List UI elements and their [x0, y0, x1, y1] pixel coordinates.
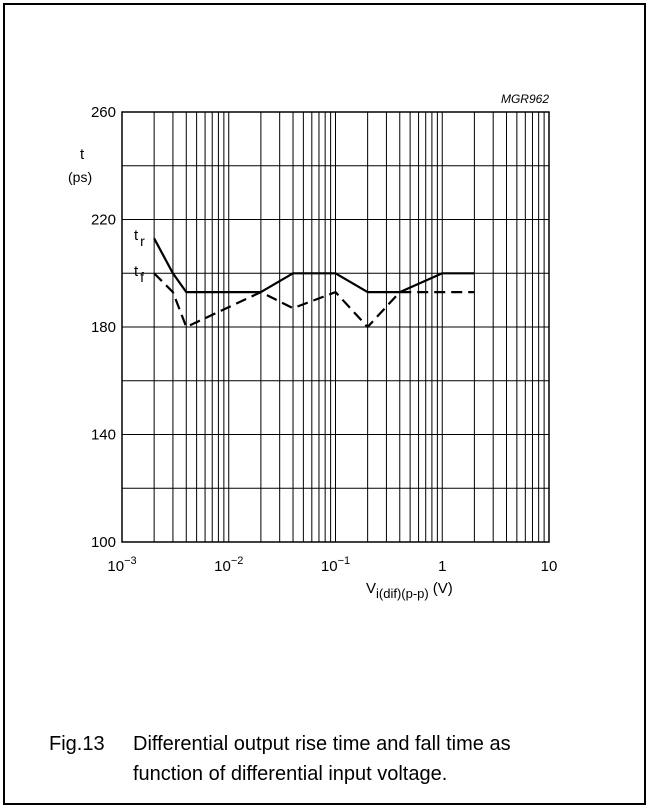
- x-tick-label: 10: [541, 558, 558, 575]
- series-layer: [153, 237, 475, 329]
- x-axis-label: Vi(dif)(p-p) (V): [366, 580, 453, 601]
- series-line-tf: [153, 272, 475, 329]
- caption-number: Fig.13: [49, 733, 105, 755]
- grid: [121, 111, 550, 543]
- x-tick-label: 1: [438, 558, 446, 575]
- y-axis-label: t: [80, 146, 85, 163]
- figure-code: MGR962: [501, 92, 549, 106]
- figure-frame: [3, 3, 646, 805]
- labels-layer: 100 140 180 220 260 10−3 10−2 10−1 1 10 t (ps) Vi(di…: [68, 92, 557, 601]
- x-tick-label: 10−3: [107, 555, 136, 575]
- x-tick-label: 10−1: [321, 555, 350, 575]
- caption-line-1: Differential output rise time and fall t…: [133, 733, 511, 755]
- y-tick-label: 180: [91, 319, 116, 336]
- figure-caption: Fig.13 Differential output rise time and …: [49, 729, 649, 789]
- caption-line-2: function of differential input voltage.: [133, 763, 448, 785]
- y-tick-label: 260: [91, 104, 116, 121]
- y-tick-label: 100: [91, 534, 116, 551]
- plot-border: [121, 111, 550, 543]
- series-line-tr: [153, 237, 475, 294]
- y-tick-label: 220: [91, 212, 116, 229]
- y-axis-unit: (ps): [68, 169, 92, 185]
- x-tick-label: 10−2: [214, 555, 243, 575]
- y-tick-label: 140: [91, 427, 116, 444]
